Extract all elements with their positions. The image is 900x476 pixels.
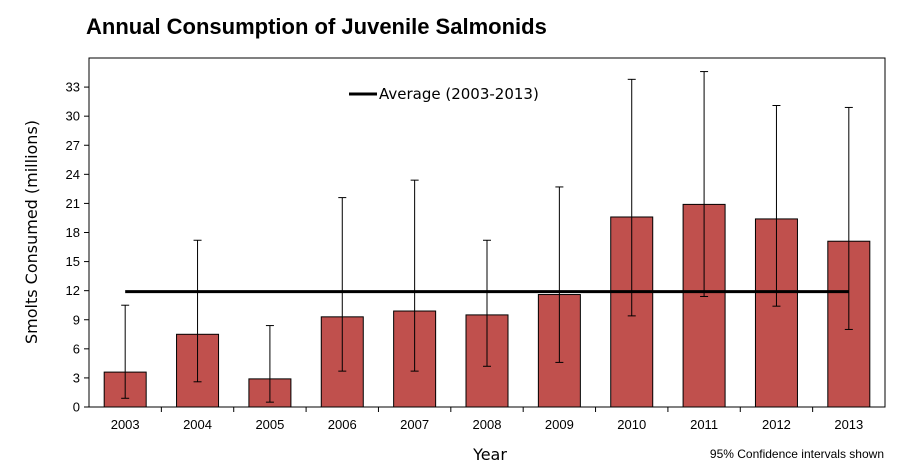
y-tick-label: 0 xyxy=(73,400,80,415)
x-tick-label-2008: 2008 xyxy=(473,417,502,432)
y-axis-title: Smolts Consumed (millions) xyxy=(22,120,41,344)
y-tick-label: 15 xyxy=(66,254,80,269)
x-tick-label-2004: 2004 xyxy=(183,417,212,432)
chart-title: Annual Consumption of Juvenile Salmonids xyxy=(86,14,547,39)
x-tick-label-2013: 2013 xyxy=(834,417,863,432)
y-tick-label: 3 xyxy=(73,370,80,385)
y-axis: 0 3 6 9 12 15 18 21 24 27 30 33 xyxy=(66,80,89,415)
x-tick-label-2010: 2010 xyxy=(617,417,646,432)
error-bars xyxy=(121,71,853,403)
x-tick-label-2012: 2012 xyxy=(762,417,791,432)
x-tick-label-2011: 2011 xyxy=(690,417,718,432)
legend-average-label: Average (2003-2013) xyxy=(379,85,539,103)
x-axis: 2003 2004 2005 2006 2007 2008 2009 2010 2011 2012… xyxy=(111,407,863,432)
x-tick-label-2009: 2009 xyxy=(545,417,574,432)
y-tick-label: 33 xyxy=(66,80,80,95)
ci-annotation: 95% Confidence intervals shown xyxy=(710,447,884,461)
y-tick-label: 21 xyxy=(66,196,80,211)
x-tick-label-2003: 2003 xyxy=(111,417,140,432)
x-tick-label-2006: 2006 xyxy=(328,417,357,432)
y-tick-label: 27 xyxy=(66,138,80,153)
x-tick-label-2007: 2007 xyxy=(400,417,429,432)
legend: Average (2003-2013) xyxy=(349,85,539,103)
y-tick-label: 24 xyxy=(66,167,80,182)
x-axis-title: Year xyxy=(472,445,507,464)
y-tick-label: 18 xyxy=(66,225,80,240)
y-tick-label: 30 xyxy=(66,109,80,124)
x-tick-label-2005: 2005 xyxy=(255,417,284,432)
y-tick-label: 9 xyxy=(73,312,80,327)
y-tick-label: 6 xyxy=(73,341,80,356)
y-tick-label: 12 xyxy=(66,283,80,298)
